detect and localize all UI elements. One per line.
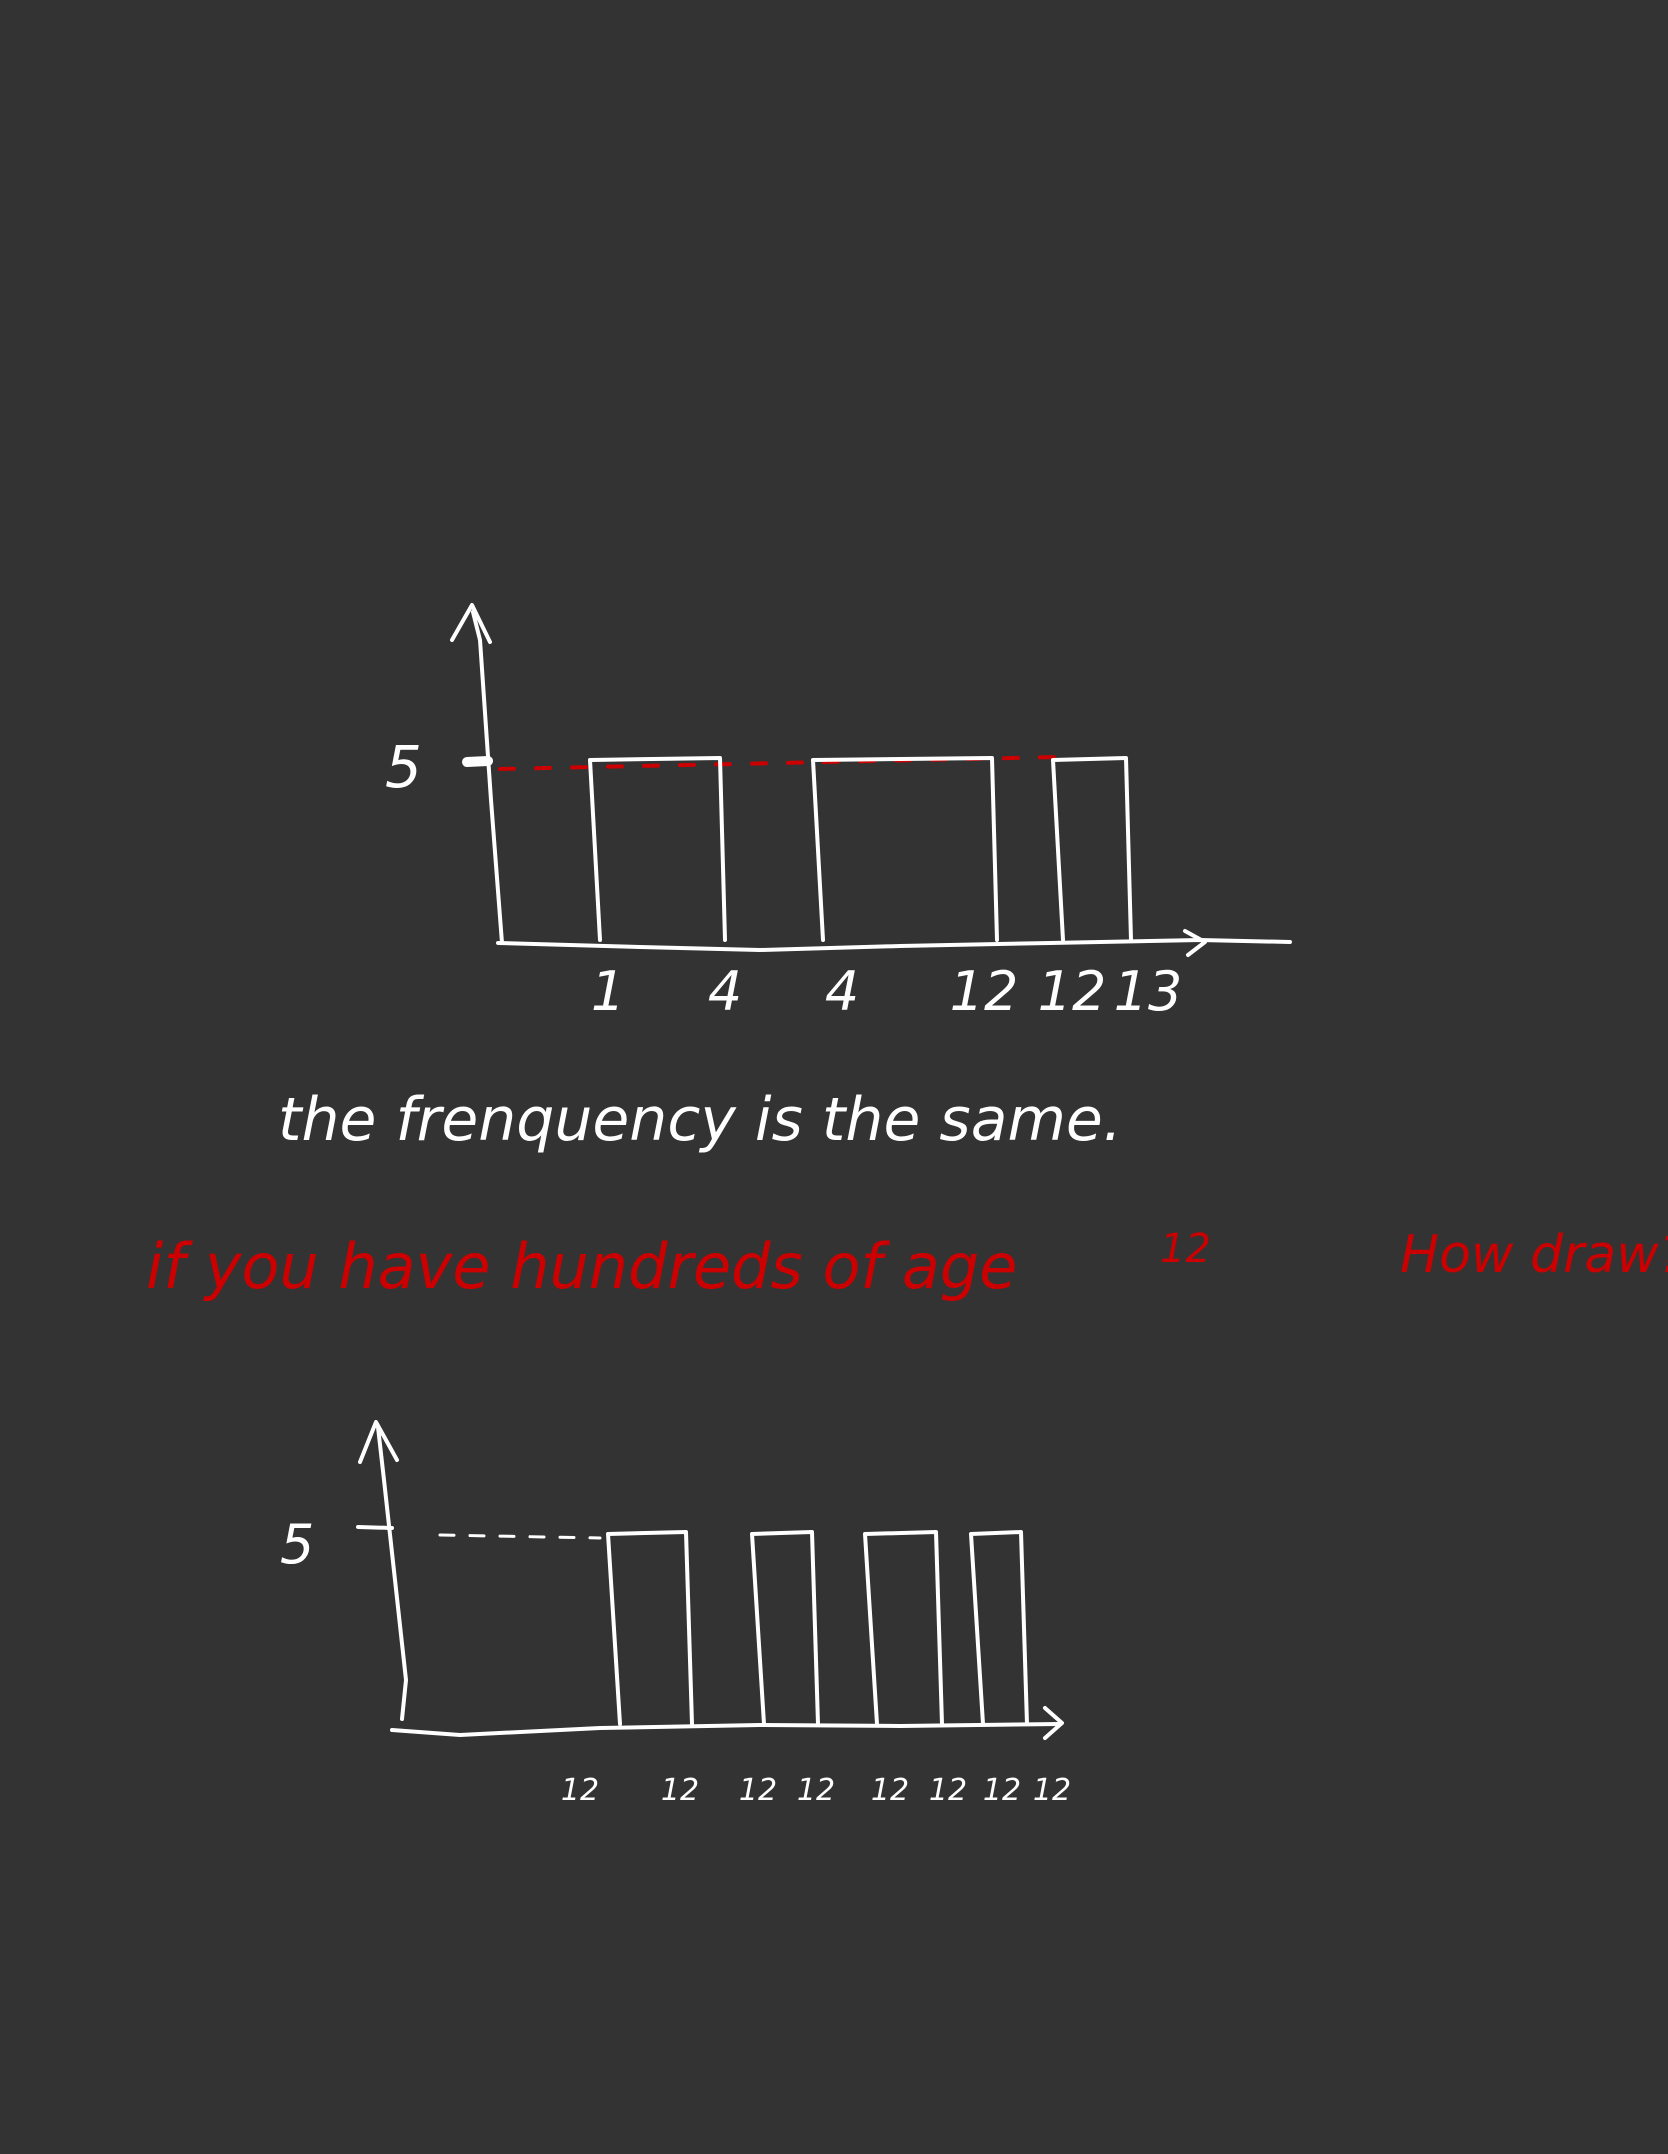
note-red-line-3: How draw?	[1400, 1225, 1668, 1285]
chart-1-y-axis	[471, 610, 504, 945]
x-tick-label: 12	[797, 1773, 835, 1808]
chart-2-y-arrowhead	[358, 1420, 399, 1464]
chart-2-bars	[606, 1530, 1029, 1726]
x-tick-label: 12	[739, 1773, 777, 1808]
histogram-bar	[588, 756, 727, 942]
chart-2-reference-line	[438, 1533, 602, 1540]
chart-2-y-tick	[356, 1525, 394, 1530]
chart-1: 5 1 4 4 12 12 13	[385, 603, 1292, 1023]
chart-2-x-labels: 12 12 12 12 12 12 12 12	[561, 1773, 1071, 1808]
chart-1-y-tick	[462, 756, 493, 767]
chart-1-y-arrowhead	[450, 603, 492, 644]
note-red-line-1: if you have hundreds of age	[146, 1230, 1017, 1303]
histogram-bar	[811, 756, 999, 942]
x-tick-label: 4	[825, 960, 859, 1023]
notes: the frenquency is the same. if you have …	[146, 1085, 1668, 1303]
chart-1-y-label: 5	[385, 733, 422, 801]
chart-2-y-axis	[376, 1425, 408, 1721]
histogram-bar	[1051, 756, 1133, 942]
histogram-bar	[863, 1530, 944, 1726]
x-tick-label: 12	[871, 1773, 909, 1808]
x-tick-label: 12	[661, 1773, 699, 1808]
x-tick-label: 12	[561, 1773, 599, 1808]
x-tick-label: 1	[591, 960, 625, 1023]
histogram-bar	[606, 1530, 694, 1726]
chart-2-x-arrowhead	[1043, 1706, 1064, 1740]
x-tick-label: 4	[708, 960, 742, 1023]
x-tick-label: 13	[1114, 960, 1183, 1023]
x-tick-label: 12	[1033, 1773, 1071, 1808]
x-tick-label: 12	[983, 1773, 1021, 1808]
chart-1-x-arrowhead	[1183, 929, 1207, 957]
chart-2: 5 12 12 12 12 12 12 12 12	[280, 1420, 1071, 1808]
chart-1-x-axis	[496, 938, 1292, 952]
chart-2-y-label: 5	[280, 1513, 314, 1576]
chart-2-x-axis	[390, 1722, 1062, 1737]
chart-1-x-labels: 1 4 4 12 12 13	[591, 960, 1183, 1023]
x-tick-label: 12	[950, 960, 1019, 1023]
chart-1-bars	[588, 756, 1133, 942]
histogram-bar	[969, 1530, 1029, 1726]
note-white-line: the frenquency is the same.	[278, 1085, 1122, 1155]
x-tick-label: 12	[1038, 960, 1107, 1023]
x-tick-label: 12	[929, 1773, 967, 1808]
histogram-bar	[750, 1530, 820, 1726]
note-red-line-2: 12	[1160, 1226, 1211, 1272]
